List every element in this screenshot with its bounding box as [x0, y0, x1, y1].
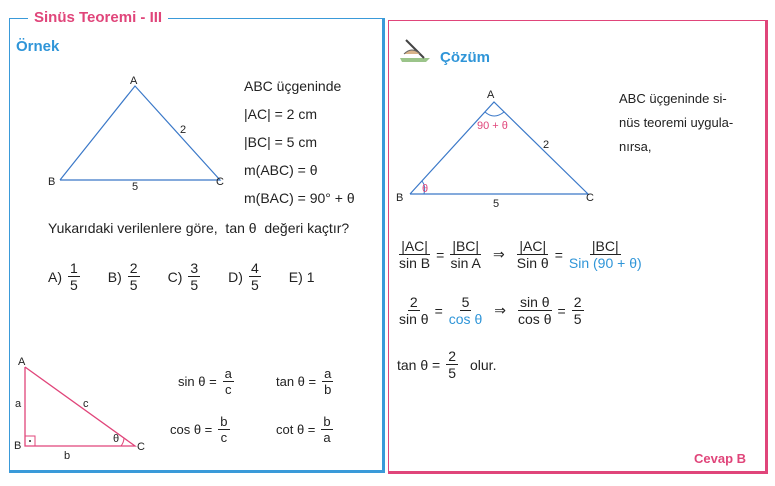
given-line: m(ABC) = θ — [244, 162, 318, 178]
side-ac-label: 2 — [180, 124, 187, 136]
side-b-label: b — [64, 450, 71, 462]
given-line: m(BAC) = 90° + θ — [244, 190, 355, 206]
given-line: |BC| = 5 cm — [244, 134, 318, 150]
example-box — [9, 18, 385, 473]
vertex-b: B — [396, 192, 404, 204]
vertex-c: C — [586, 192, 594, 204]
pencil-hand-icon — [400, 39, 430, 62]
solution-triangle — [409, 101, 590, 195]
side-bc-label: 5 — [493, 198, 500, 210]
side-bc-label: 5 — [132, 181, 139, 193]
solution-intro: ABC üçgeninde si-nüs teoremi uygula-nırs… — [619, 91, 734, 154]
vertex-c: C — [137, 441, 145, 453]
vertex-a: A — [130, 75, 138, 87]
side-c-label: c — [83, 398, 89, 410]
angle-b-label: θ — [422, 183, 429, 195]
vertex-c: C — [216, 176, 224, 188]
option-c[interactable]: C) 3 5 — [167, 260, 201, 293]
option-b[interactable]: B) 2 5 — [107, 260, 140, 293]
answer-options: A) 1 5 B) 2 5 C) 3 5 D) 4 5 E) 1 — [48, 260, 315, 293]
example-triangle — [59, 85, 222, 181]
givens: ABC üçgeninde |AC| = 2 cm |BC| = 5 cm m(… — [244, 72, 355, 212]
angle-theta-label: θ — [113, 433, 120, 445]
side-a-label: a — [15, 398, 22, 410]
formula-tan: tan θ = a b — [276, 366, 334, 397]
question-text: Yukarıdaki verilenlere göre, tan θ değer… — [48, 220, 350, 236]
vertex-a: A — [487, 89, 495, 101]
solution-box — [388, 20, 768, 474]
given-line: ABC üçgeninde — [244, 78, 342, 94]
vertex-b: B — [14, 440, 22, 452]
solution-heading: Çözüm — [440, 49, 490, 66]
angle-a-label: 90 + θ — [477, 120, 508, 132]
option-e[interactable]: E) 1 — [288, 268, 315, 285]
given-line: |AC| = 2 cm — [244, 106, 318, 122]
example-heading: Örnek — [16, 38, 60, 55]
right-triangle — [24, 366, 138, 447]
vertex-a: A — [18, 356, 26, 368]
equation-line-3: tan θ = 2 5 olur. — [397, 348, 497, 381]
section-title: Sinüs Teoremi - III — [28, 9, 169, 26]
formula-cos: cos θ = b c — [170, 414, 230, 445]
formula-sin: sin θ = a c — [178, 366, 234, 397]
answer-label: Cevap B — [694, 451, 747, 466]
option-a[interactable]: A) 1 5 — [48, 260, 80, 293]
vertex-b: B — [48, 176, 56, 188]
option-d[interactable]: D) 4 5 — [228, 260, 261, 293]
side-ac-label: 2 — [543, 139, 550, 151]
formula-cot: cot θ = b a — [276, 414, 333, 445]
equation-line-1: |AC| sin B = |BC| sin A ⇒ |AC| Sin θ = |BC| Si… — [399, 238, 642, 271]
